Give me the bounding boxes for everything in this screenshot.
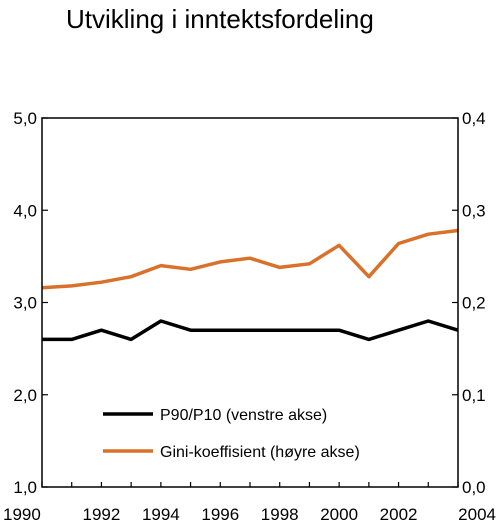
- left-tick-label: 1,0: [13, 478, 37, 497]
- left-tick-label: 5,0: [13, 109, 37, 128]
- x-tick-label: 2000: [320, 505, 358, 524]
- x-tick-label: 2004: [458, 505, 496, 524]
- x-tick-label: 1992: [83, 505, 121, 524]
- right-tick-label: 0,3: [462, 201, 486, 220]
- left-axis-ticks: 1,0 2,0 3,0 4,0 5,0: [13, 109, 48, 497]
- x-tick-label: 1998: [261, 505, 299, 524]
- x-axis-ticks: 1990 1992 1994 1996 1998 2000 2002 2004: [3, 482, 496, 524]
- x-tick-label: 2002: [380, 505, 418, 524]
- legend-label-gini: Gini-koeffisient (høyre akse): [160, 444, 360, 461]
- x-tick-label: 1996: [201, 505, 239, 524]
- right-tick-label: 0,1: [462, 386, 486, 405]
- chart-title: Utvikling i inntektsfordeling: [66, 4, 374, 34]
- left-tick-label: 4,0: [13, 201, 37, 220]
- left-tick-label: 3,0: [13, 294, 37, 313]
- x-tick-label: 1990: [3, 505, 41, 524]
- series-layer: [41, 228, 459, 342]
- left-tick-label: 2,0: [13, 386, 37, 405]
- series-line-gini: [41, 228, 459, 290]
- right-tick-label: 0,4: [462, 109, 486, 128]
- right-tick-label: 0,2: [462, 294, 486, 313]
- x-tick-label: 1994: [142, 505, 180, 524]
- legend: P90/P10 (venstre akse) Gini-koeffisient …: [103, 407, 360, 461]
- plot-frame: [41, 117, 459, 488]
- right-tick-label: 0,0: [462, 478, 486, 497]
- series-line-p90-p10: [42, 319, 459, 342]
- right-axis-ticks: 0,0 0,1 0,2 0,3 0,4: [452, 109, 486, 497]
- legend-label-p90-p10: P90/P10 (venstre akse): [160, 407, 327, 424]
